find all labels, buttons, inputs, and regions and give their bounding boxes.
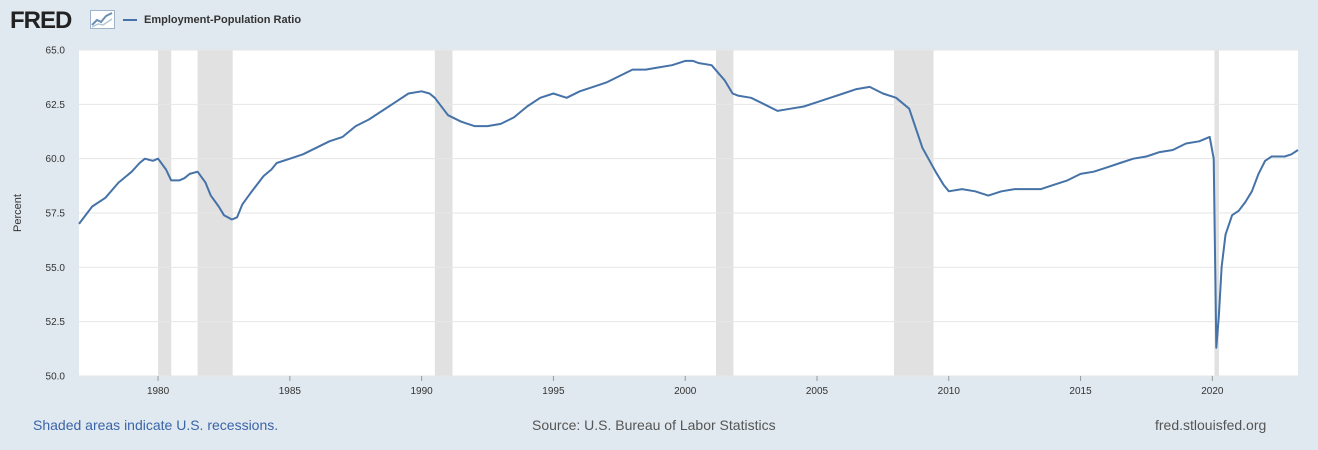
y-axis-title: Percent bbox=[12, 194, 24, 232]
y-tick-label-3: 57.5 bbox=[46, 209, 66, 220]
y-tick-label-6: 65.0 bbox=[46, 46, 66, 57]
recession-note-link[interactable]: Shaded areas indicate U.S. recessions. bbox=[33, 417, 279, 433]
fred-logo[interactable]: FRED bbox=[10, 7, 72, 34]
chart-header: FRED Employment-Population Ratio bbox=[0, 0, 1318, 40]
y-tick-label-5: 62.5 bbox=[46, 100, 66, 111]
x-tick-label-1: 1985 bbox=[279, 386, 302, 397]
gridlines bbox=[79, 49, 1298, 377]
y-tick-label-0: 50.0 bbox=[46, 372, 66, 383]
x-tick-label-0: 1980 bbox=[147, 386, 170, 397]
x-axis-ticks: 1980 1985 1990 1995 2000 2005 2010 2015 2020 bbox=[147, 376, 1224, 397]
source-text: Source: U.S. Bureau of Labor Statistics bbox=[532, 417, 776, 433]
x-tick-label-4: 2000 bbox=[674, 386, 697, 397]
y-tick-label-1: 52.5 bbox=[46, 317, 66, 328]
line-chart[interactable]: 50.0 52.5 55.0 57.5 60.0 62.5 65.0 1980 1985 199… bbox=[0, 0, 1318, 400]
series-line-0[interactable] bbox=[78, 59, 1299, 349]
line-graph-icon bbox=[90, 10, 115, 29]
y-tick-label-4: 60.0 bbox=[46, 154, 66, 165]
legend-series-label: Employment-Population Ratio bbox=[144, 14, 302, 26]
x-tick-label-7: 2015 bbox=[1069, 386, 1092, 397]
x-tick-label-5: 2005 bbox=[806, 386, 829, 397]
y-axis-ticks: 50.0 52.5 55.0 57.5 60.0 62.5 65.0 bbox=[46, 46, 66, 383]
x-tick-label-8: 2020 bbox=[1201, 386, 1224, 397]
chart-legend[interactable]: Employment-Population Ratio bbox=[123, 11, 301, 29]
site-link[interactable]: fred.stlouisfed.org bbox=[1155, 417, 1267, 433]
x-tick-label-6: 2010 bbox=[938, 386, 961, 397]
x-tick-label-2: 1990 bbox=[411, 386, 434, 397]
legend-swatch bbox=[123, 19, 137, 21]
y-tick-label-2: 55.0 bbox=[46, 263, 66, 274]
x-tick-label-3: 1995 bbox=[542, 386, 565, 397]
series-layer bbox=[78, 59, 1299, 349]
